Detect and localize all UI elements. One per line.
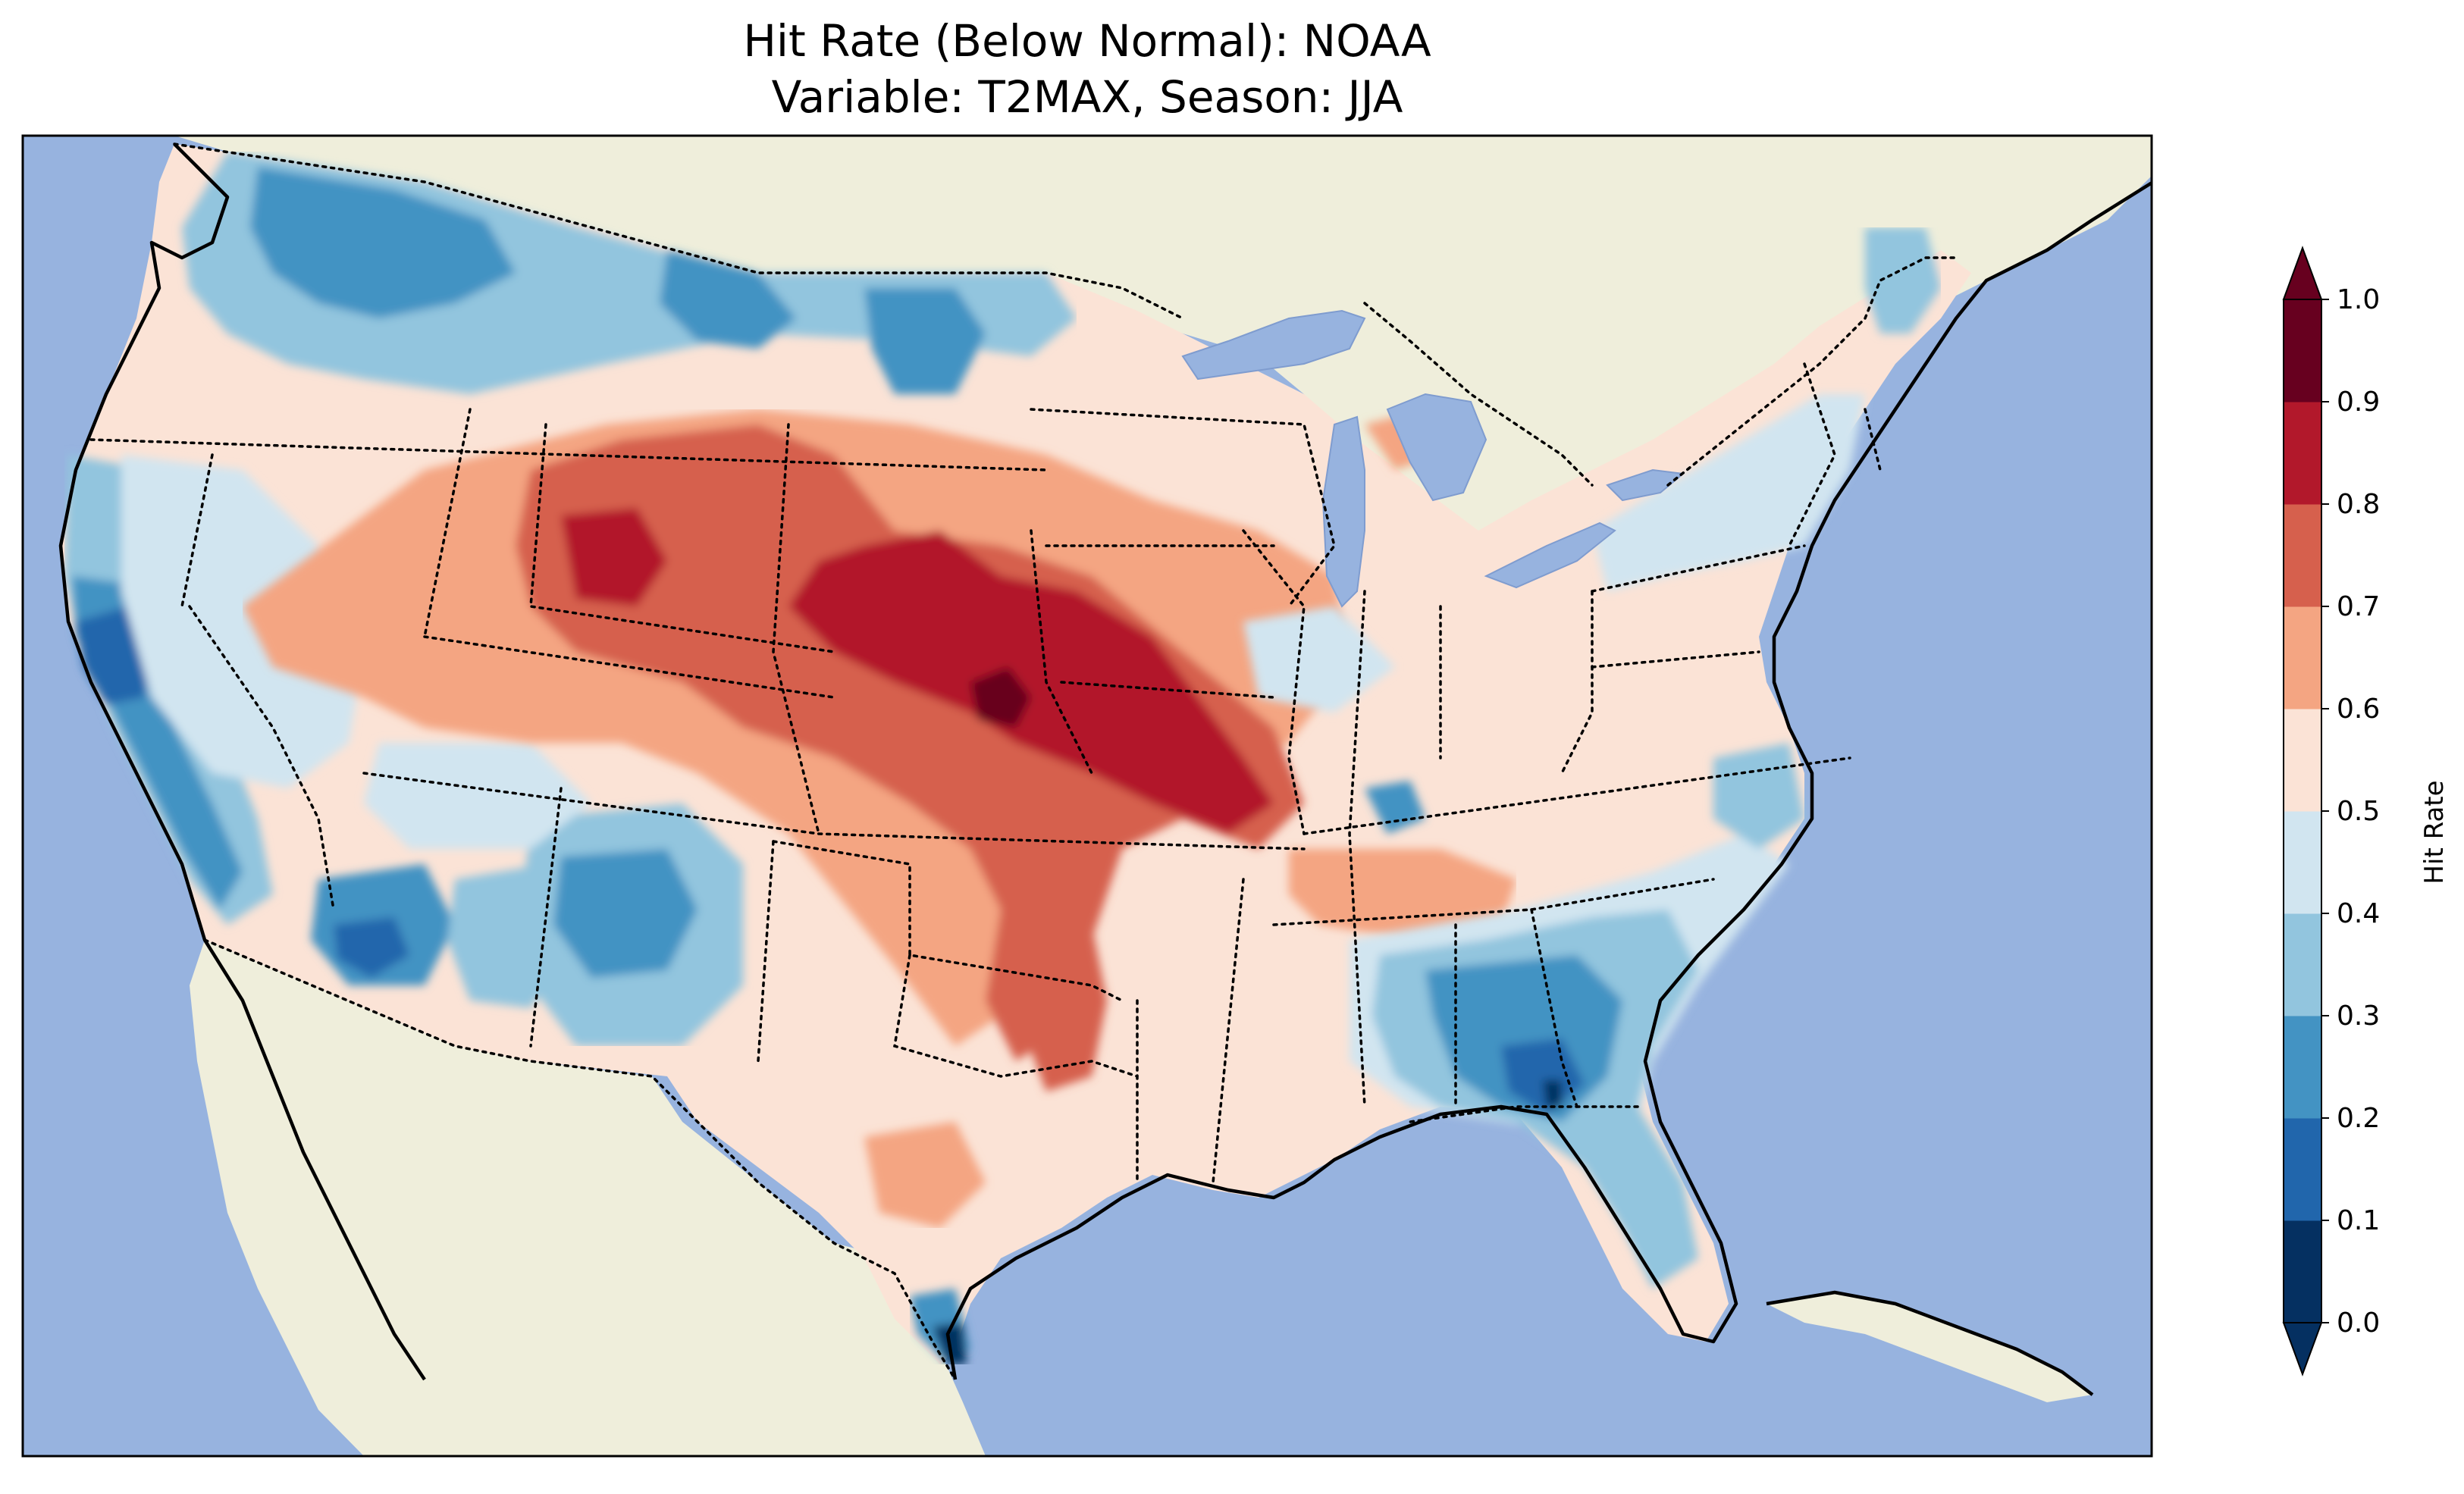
- colorbar-tick-label: 0.2: [2337, 1103, 2380, 1134]
- colorbar-bin-5: [2284, 709, 2321, 812]
- region-ok-mid-red: [1024, 925, 1107, 1092]
- lake-ontario: [1606, 468, 1685, 502]
- cuba-land: [1766, 1292, 2093, 1402]
- region-ut-light: [364, 743, 591, 849]
- canada-border: [173, 143, 1958, 487]
- region-ne-mid-blue: [1865, 227, 1941, 334]
- colorbar-bin-1: [2284, 1118, 2321, 1221]
- region-basin-light: [121, 455, 364, 788]
- region-nm-mid: [553, 849, 698, 978]
- colorbar-bin-9: [2284, 299, 2321, 402]
- region-socal-dark: [334, 917, 409, 978]
- region-ga-dark-blue: [1501, 1038, 1585, 1114]
- lake-huron: [1386, 393, 1487, 502]
- gulf-coastline: [945, 180, 2152, 1380]
- region-ga-darkest: [1543, 1080, 1562, 1108]
- region-tn-light-red: [1289, 849, 1516, 940]
- colorbar-tick-label: 0.3: [2337, 1001, 2380, 1032]
- region-plains-mid-red: [516, 424, 1304, 1061]
- colorbar-tick-label: 0.8: [2337, 489, 2380, 520]
- colorbar-tick-label: 0.4: [2337, 898, 2380, 929]
- chart-subtitle: Variable: T2MAX, Season: JJA: [772, 71, 1403, 123]
- cuba-coastline: [1766, 1290, 2094, 1396]
- mexico-border: [203, 938, 957, 1381]
- colorbar-extend-max: [2282, 246, 2323, 300]
- baja-land: [205, 940, 425, 1395]
- hit-rate-field: [61, 144, 1971, 1364]
- colorbar-label: Hit Rate: [2419, 780, 2450, 884]
- lake-erie: [1484, 521, 1616, 589]
- colorbar-tick-label: 0.5: [2337, 796, 2380, 827]
- region-montana-mid: [660, 250, 796, 349]
- map-frame: [21, 134, 2153, 1458]
- chart-title: Hit Rate (Below Normal): NOAA: [743, 15, 1431, 67]
- lake-superior: [1181, 309, 1366, 381]
- colorbar-tick-label: 0.0: [2337, 1308, 2380, 1339]
- colorbar: 0.0 0.1 0.2 0.3 0.4 0.5 0.6 0.7 0.8 0.9 1.0: [2282, 246, 2380, 1377]
- region-nrockies-mid: [250, 167, 516, 318]
- colorbar-bin-2: [2284, 1016, 2321, 1119]
- colorbar-extend-min: [2282, 1322, 2323, 1377]
- colorbar-bin-4: [2284, 811, 2321, 914]
- region-tx-light-red: [864, 1122, 986, 1228]
- region-ky-mid-blue: [1365, 781, 1425, 834]
- region-nv-light-red: [250, 561, 394, 667]
- colorbar-tick-label: 0.9: [2337, 387, 2380, 418]
- colorbar-bin-3: [2284, 913, 2321, 1016]
- map-panel: [23, 136, 2152, 1456]
- colorbar-tick-label: 0.6: [2337, 694, 2380, 725]
- region-nc-mid-blue: [1713, 743, 1804, 849]
- colorbar-tick-label: 0.1: [2337, 1205, 2380, 1236]
- colorbar-tick-label: 0.7: [2337, 591, 2380, 622]
- region-kansas-peak: [970, 667, 1031, 728]
- lake-michigan: [1321, 415, 1365, 608]
- region-dakota-mid: [864, 288, 986, 394]
- colorbar-tick-label: 1.0: [2337, 284, 2380, 315]
- region-kansas-core-red: [788, 531, 1274, 834]
- colorbar-bin-7: [2284, 504, 2321, 607]
- colorbar-bin-0: [2284, 1220, 2321, 1323]
- west-coastline: [58, 143, 426, 1381]
- state-borders: [89, 362, 1882, 1184]
- region-co-core-red: [561, 508, 667, 606]
- colorbar-bin-6: [2284, 606, 2321, 709]
- region-oh-light: [1243, 606, 1395, 713]
- colorbar-bin-8: [2284, 402, 2321, 505]
- region-ne-light-blue: [1592, 394, 1865, 591]
